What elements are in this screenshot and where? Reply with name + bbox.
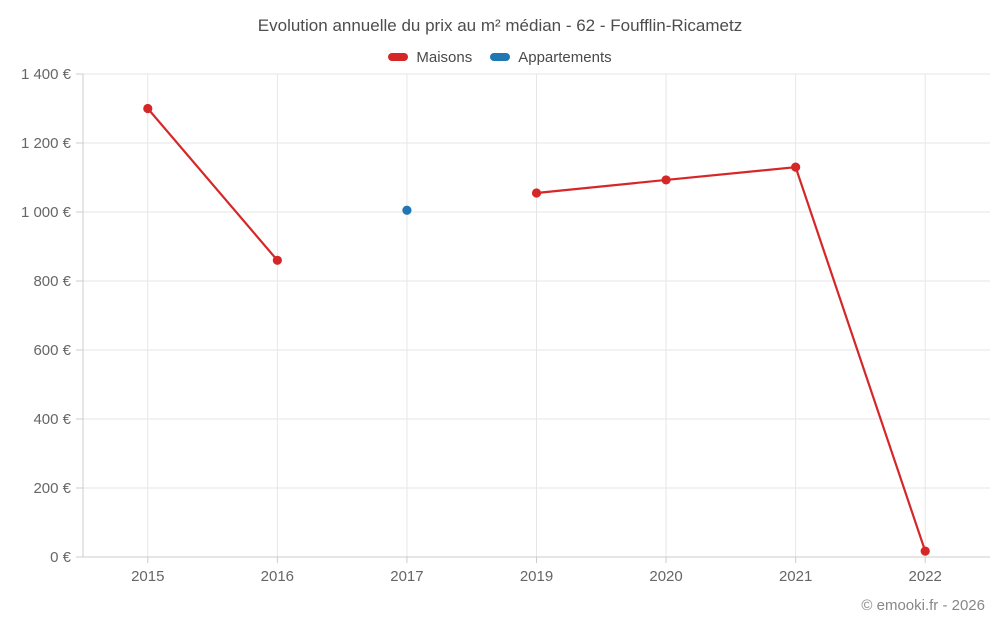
- legend-label-appartements: Appartements: [518, 48, 612, 66]
- x-tick-label: 2017: [390, 568, 423, 585]
- y-tick-label: 1 000 €: [21, 204, 72, 221]
- x-tick-label: 2019: [520, 568, 553, 585]
- x-tick-label: 2020: [649, 568, 682, 585]
- series-line-maisons: [535, 165, 927, 553]
- y-tick-label: 600 €: [33, 342, 71, 359]
- x-tick-label: 2016: [261, 568, 294, 585]
- x-tick-label: 2021: [779, 568, 812, 585]
- data-point-maisons-2021[interactable]: [791, 162, 801, 172]
- y-tick-label: 1 400 €: [21, 66, 72, 83]
- x-tick-label: 2015: [131, 568, 164, 585]
- y-tick-label: 1 200 €: [21, 135, 72, 152]
- series-line-maisons: [146, 107, 279, 262]
- legend-item-maisons[interactable]: Maisons: [388, 49, 472, 66]
- chart-legend: Maisons Appartements: [0, 46, 1000, 68]
- data-point-maisons-2019[interactable]: [531, 188, 542, 198]
- y-tick-label: 800 €: [33, 273, 71, 290]
- legend-swatch-appartements: [490, 53, 511, 61]
- y-tick-label: 0 €: [50, 549, 72, 566]
- data-point-appartements-2017[interactable]: [402, 205, 412, 215]
- copyright-credit: © emooki.fr - 2026: [861, 597, 985, 614]
- y-tick-label: 400 €: [33, 411, 71, 428]
- y-tick-label: 200 €: [33, 480, 71, 497]
- chart-title: Evolution annuelle du prix au m² médian …: [257, 16, 743, 35]
- legend-item-appartements[interactable]: Appartements: [490, 48, 612, 66]
- data-point-maisons-2015[interactable]: [143, 103, 153, 114]
- data-point-maisons-2022[interactable]: [920, 546, 930, 556]
- legend-swatch-maisons: [388, 53, 409, 61]
- data-point-maisons-2016[interactable]: [272, 255, 282, 265]
- x-tick-label: 2022: [909, 568, 942, 585]
- legend-label-maisons: Maisons: [416, 48, 473, 66]
- data-point-maisons-2020[interactable]: [661, 175, 671, 185]
